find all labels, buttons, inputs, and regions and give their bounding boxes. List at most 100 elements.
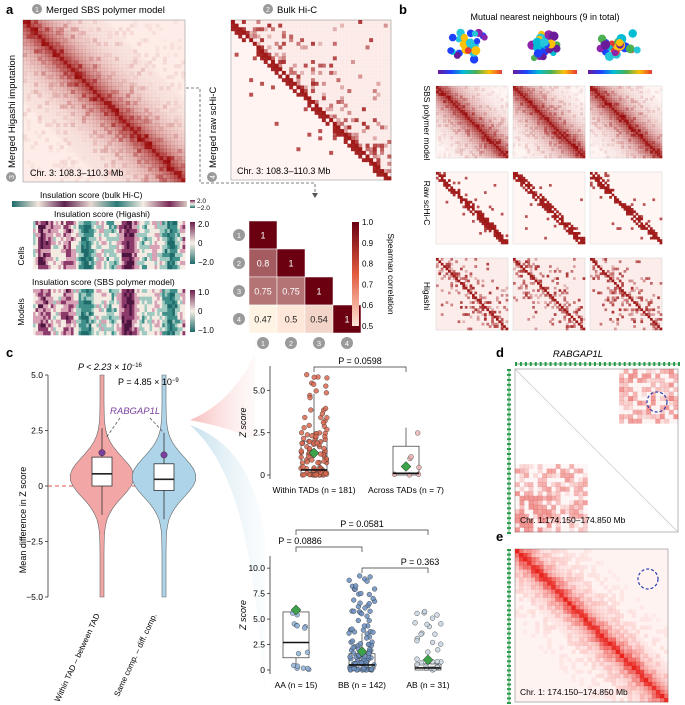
insulation-cell [159, 312, 163, 317]
contact-cell [383, 172, 388, 177]
contact-cell [329, 42, 333, 46]
contact-cell [104, 27, 108, 31]
contact-cell [159, 178, 164, 183]
contact-cell [484, 114, 487, 118]
contact-cell [126, 86, 131, 91]
contact-cell [162, 97, 167, 102]
contact-cell [118, 148, 123, 153]
contact-cell [351, 42, 355, 46]
contact-cell [300, 38, 305, 43]
contact-cell [503, 126, 506, 130]
contact-cell [52, 108, 57, 113]
insulation-cell [177, 245, 181, 250]
contact-cell [59, 167, 64, 172]
contact-cell [322, 89, 326, 93]
contact-cell [170, 163, 175, 168]
insulation-cell [179, 237, 183, 242]
insulation-cell [91, 304, 95, 309]
insulation-cell [177, 233, 181, 238]
contact-cell [362, 118, 366, 122]
contact-cell [362, 111, 366, 115]
contact-cell [45, 75, 50, 80]
contact-cell [78, 123, 83, 128]
contact-cell [481, 95, 485, 99]
insulation-cell [35, 221, 39, 226]
contact-cell [52, 127, 56, 131]
insulation-cell [121, 253, 125, 258]
contact-cell [476, 146, 480, 149]
insulation-cell [101, 249, 105, 254]
insulation-cell [139, 331, 143, 336]
contact-cell [329, 114, 334, 119]
corr-cell-value: 1 [260, 231, 265, 241]
contact-cell [351, 35, 355, 39]
insulation-cell [38, 312, 41, 317]
contact-cell [307, 35, 311, 39]
contact-cell [315, 64, 319, 68]
insulation-cell [40, 221, 44, 226]
contact-cell [34, 89, 39, 94]
contact-cell [81, 60, 86, 65]
contact-cell [387, 67, 391, 71]
contact-cell [74, 82, 79, 87]
insulation-cell [159, 319, 163, 324]
contact-cell [376, 169, 381, 174]
insulation-cell [121, 249, 125, 254]
contact-cell [286, 42, 290, 46]
contact-cell [275, 35, 279, 39]
contact-cell [460, 98, 463, 101]
insulation-cell [157, 327, 160, 332]
contact-cell [376, 129, 380, 133]
contact-cell [296, 24, 300, 28]
contact-cell [67, 34, 72, 39]
insulation-cell [35, 233, 39, 238]
contact-cell [118, 134, 123, 139]
contact-cell [48, 145, 53, 150]
contact-cell [326, 64, 330, 68]
contact-cell [67, 31, 72, 36]
contact-cell [155, 141, 160, 146]
contact-cell [100, 134, 105, 139]
contact-cell [340, 115, 344, 119]
insulation-cell [38, 289, 41, 294]
contact-cell [484, 138, 487, 142]
contact-cell [260, 81, 265, 86]
contact-cell [376, 89, 380, 93]
contact-cell [104, 156, 108, 161]
insulation-cell [169, 300, 173, 305]
contact-cell [45, 108, 50, 113]
contact-cell [151, 64, 156, 69]
contact-cell [85, 64, 90, 69]
insulation-cell [63, 249, 67, 254]
contact-cell [500, 129, 504, 132]
contact-cell [505, 110, 509, 113]
contact-cell [49, 119, 53, 123]
contact-cell [457, 90, 461, 94]
contact-cell [467, 93, 470, 96]
contact-cell [63, 130, 68, 135]
contact-cell [166, 123, 171, 128]
contact-cell [126, 141, 131, 146]
contact-cell [133, 145, 138, 150]
contact-cell [347, 49, 351, 53]
contact-cell [45, 60, 50, 65]
contact-cell [177, 145, 182, 150]
contact-cell [100, 45, 105, 50]
insulation-cell [43, 249, 46, 254]
contact-cell [376, 75, 380, 79]
insulation-cell [119, 308, 122, 313]
insulation-cell [141, 296, 145, 301]
contact-cell [448, 112, 451, 116]
corr-cbar-ticks: 1.00.90.80.70.60.5 [362, 218, 374, 331]
contact-cell [503, 129, 506, 132]
contact-cell [387, 24, 391, 28]
contact-cell [438, 129, 442, 132]
contact-cell [163, 83, 167, 87]
contact-cell [23, 38, 27, 43]
contact-cell [336, 71, 340, 75]
contact-cell [450, 136, 454, 140]
insulation-cell [103, 331, 107, 336]
contact-cell [474, 102, 478, 106]
insulation-cell [149, 331, 153, 336]
contact-cell [166, 178, 171, 183]
